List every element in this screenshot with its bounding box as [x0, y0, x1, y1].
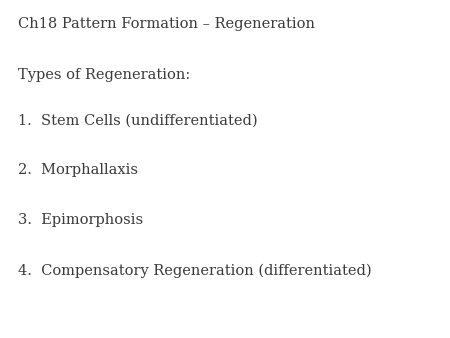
- Text: Types of Regeneration:: Types of Regeneration:: [18, 68, 190, 81]
- Text: 3.  Epimorphosis: 3. Epimorphosis: [18, 213, 143, 227]
- Text: 1.  Stem Cells (undifferentiated): 1. Stem Cells (undifferentiated): [18, 113, 257, 127]
- Text: 2.  Morphallaxis: 2. Morphallaxis: [18, 163, 138, 177]
- Text: Ch18 Pattern Formation – Regeneration: Ch18 Pattern Formation – Regeneration: [18, 17, 315, 31]
- Text: 4.  Compensatory Regeneration (differentiated): 4. Compensatory Regeneration (differenti…: [18, 263, 372, 278]
